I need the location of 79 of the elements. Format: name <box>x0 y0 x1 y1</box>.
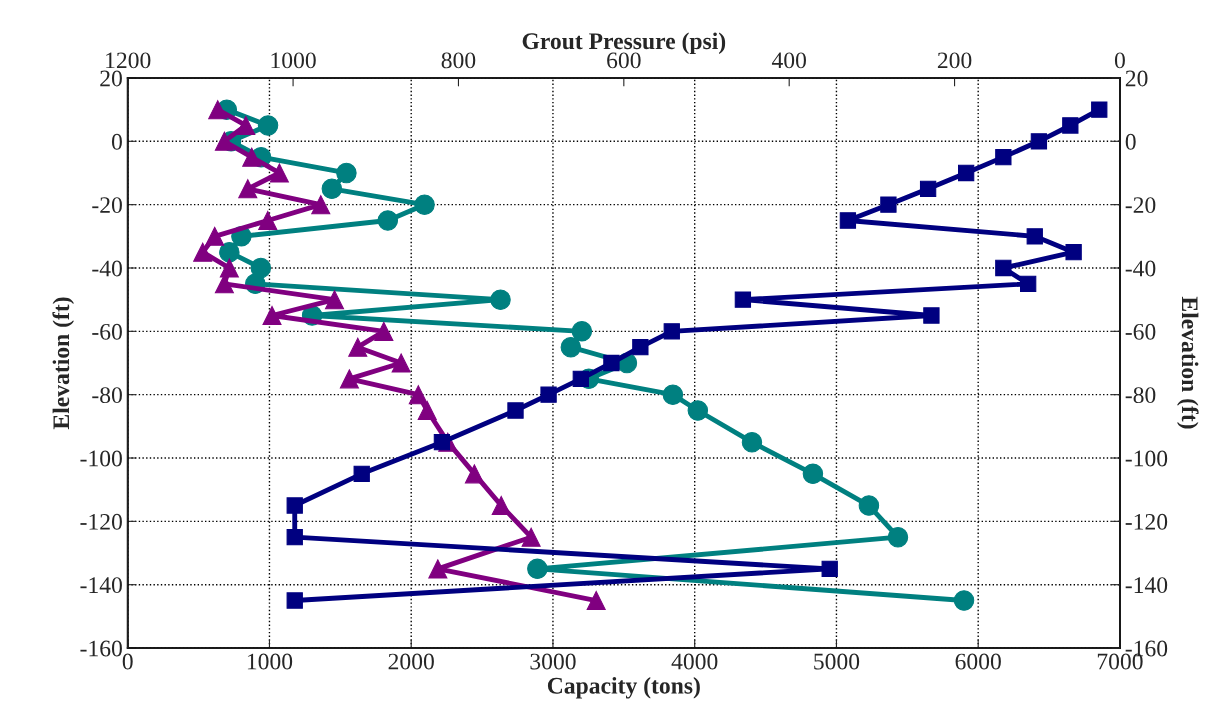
y-tick-label: -40 <box>92 260 122 277</box>
point <box>560 336 582 358</box>
point <box>321 178 343 200</box>
point <box>490 289 511 310</box>
y-tick-label: -60 <box>92 323 122 340</box>
y2-tick-label: 20 <box>1125 70 1148 87</box>
x-tick-label: 5000 <box>814 653 860 670</box>
point <box>339 369 359 389</box>
point <box>219 241 240 263</box>
x2-tick-label: 800 <box>441 52 476 69</box>
y-tick-label: -120 <box>80 513 122 530</box>
point <box>242 147 262 167</box>
point <box>205 226 225 246</box>
point <box>377 210 399 231</box>
point <box>269 163 289 183</box>
point <box>214 131 234 151</box>
x-tick-label: 2000 <box>388 653 434 670</box>
point <box>238 179 258 199</box>
point <box>311 195 331 215</box>
point <box>262 305 282 326</box>
point <box>258 210 278 231</box>
point <box>802 463 824 485</box>
point <box>219 258 239 278</box>
point <box>586 590 606 611</box>
y-tick-label: -160 <box>80 640 122 657</box>
point <box>208 100 228 120</box>
x2-tick-label: 0 <box>1114 52 1125 69</box>
x2-tick-label: 1200 <box>106 52 151 69</box>
y2-tick-label: -40 <box>1125 260 1156 277</box>
point <box>491 495 511 516</box>
x-tick-label: 6000 <box>955 653 1001 670</box>
y-tick-label: 0 <box>111 133 122 150</box>
point <box>374 321 394 341</box>
y2-tick-label: -100 <box>1125 450 1168 467</box>
point <box>391 353 411 373</box>
x-axis-title: Capacity (tons) <box>547 677 700 699</box>
point <box>414 194 435 215</box>
point <box>250 257 272 279</box>
point <box>324 290 345 310</box>
point <box>858 495 880 516</box>
x2-tick-label: 600 <box>607 52 641 69</box>
point <box>887 526 909 548</box>
x2-tick-label: 1000 <box>271 52 316 69</box>
point <box>521 527 541 547</box>
x-tick-label: 1000 <box>247 653 293 670</box>
point <box>336 162 357 184</box>
y2-tick-label: -20 <box>1125 197 1156 214</box>
point <box>464 464 484 484</box>
y2-tick-label: -60 <box>1125 323 1156 340</box>
x-tick-label: 3000 <box>530 653 576 670</box>
y2-tick-label: -140 <box>1125 577 1168 594</box>
x-tick-label: 0 <box>122 653 133 670</box>
x-tick-label: 4000 <box>671 653 718 670</box>
y-axis-title: Elevation (ft) <box>52 297 75 430</box>
point <box>348 337 368 357</box>
point <box>571 321 593 342</box>
y-tick-label: -20 <box>92 197 122 214</box>
y2-tick-label: 0 <box>1125 133 1136 150</box>
point <box>417 400 437 421</box>
y2-tick-label: -80 <box>1125 387 1156 404</box>
point <box>741 431 763 453</box>
point <box>214 274 234 294</box>
x2-tick-label: 400 <box>771 52 806 69</box>
y-tick-label: -140 <box>80 577 122 594</box>
point <box>662 384 684 405</box>
y2-tick-label: -120 <box>1125 513 1168 530</box>
y-tick-label: 20 <box>100 70 122 87</box>
x2-tick-label: 200 <box>937 52 972 69</box>
point <box>236 115 256 136</box>
point <box>527 558 548 580</box>
point <box>953 590 975 611</box>
y-tick-label: -80 <box>92 387 122 404</box>
point <box>428 559 448 579</box>
point <box>408 385 428 405</box>
y2-axis-title: Elevation (ft) <box>1176 296 1199 429</box>
y-tick-label: -100 <box>80 450 122 467</box>
point <box>193 242 213 262</box>
point <box>687 400 709 421</box>
point <box>257 115 279 136</box>
